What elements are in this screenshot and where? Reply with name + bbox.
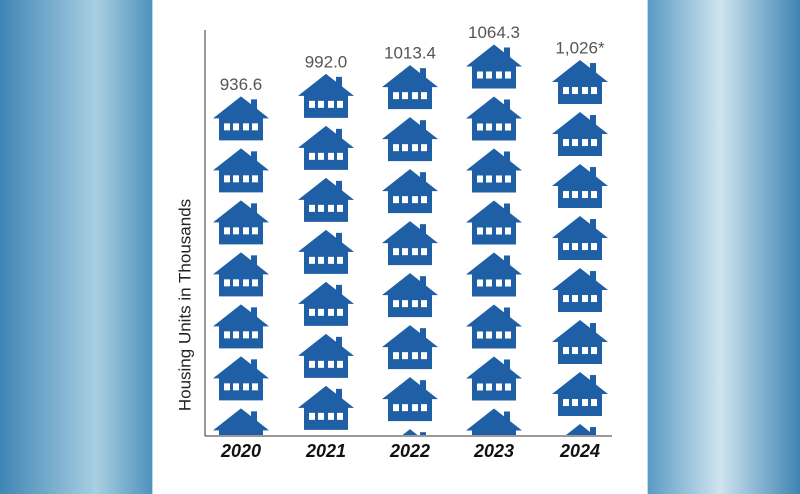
x-tick-label: 2022 xyxy=(389,441,430,461)
house-column xyxy=(466,44,522,435)
house-column xyxy=(213,96,269,436)
value-label: 936.6 xyxy=(220,75,263,94)
house-column xyxy=(298,73,354,430)
x-tick-label: 2020 xyxy=(220,441,261,461)
x-tick-label: 2023 xyxy=(473,441,514,461)
value-label: 992.0 xyxy=(305,52,348,71)
value-label: 1013.4 xyxy=(384,44,436,63)
value-label: 1064.3 xyxy=(468,23,520,42)
x-tick-label: 2024 xyxy=(559,441,600,461)
y-axis-label: Housing Units in Thousands xyxy=(175,199,194,411)
house-column xyxy=(552,60,608,435)
house-column xyxy=(382,65,438,435)
value-label: 1,026* xyxy=(555,39,605,58)
x-tick-label: 2021 xyxy=(305,441,346,461)
